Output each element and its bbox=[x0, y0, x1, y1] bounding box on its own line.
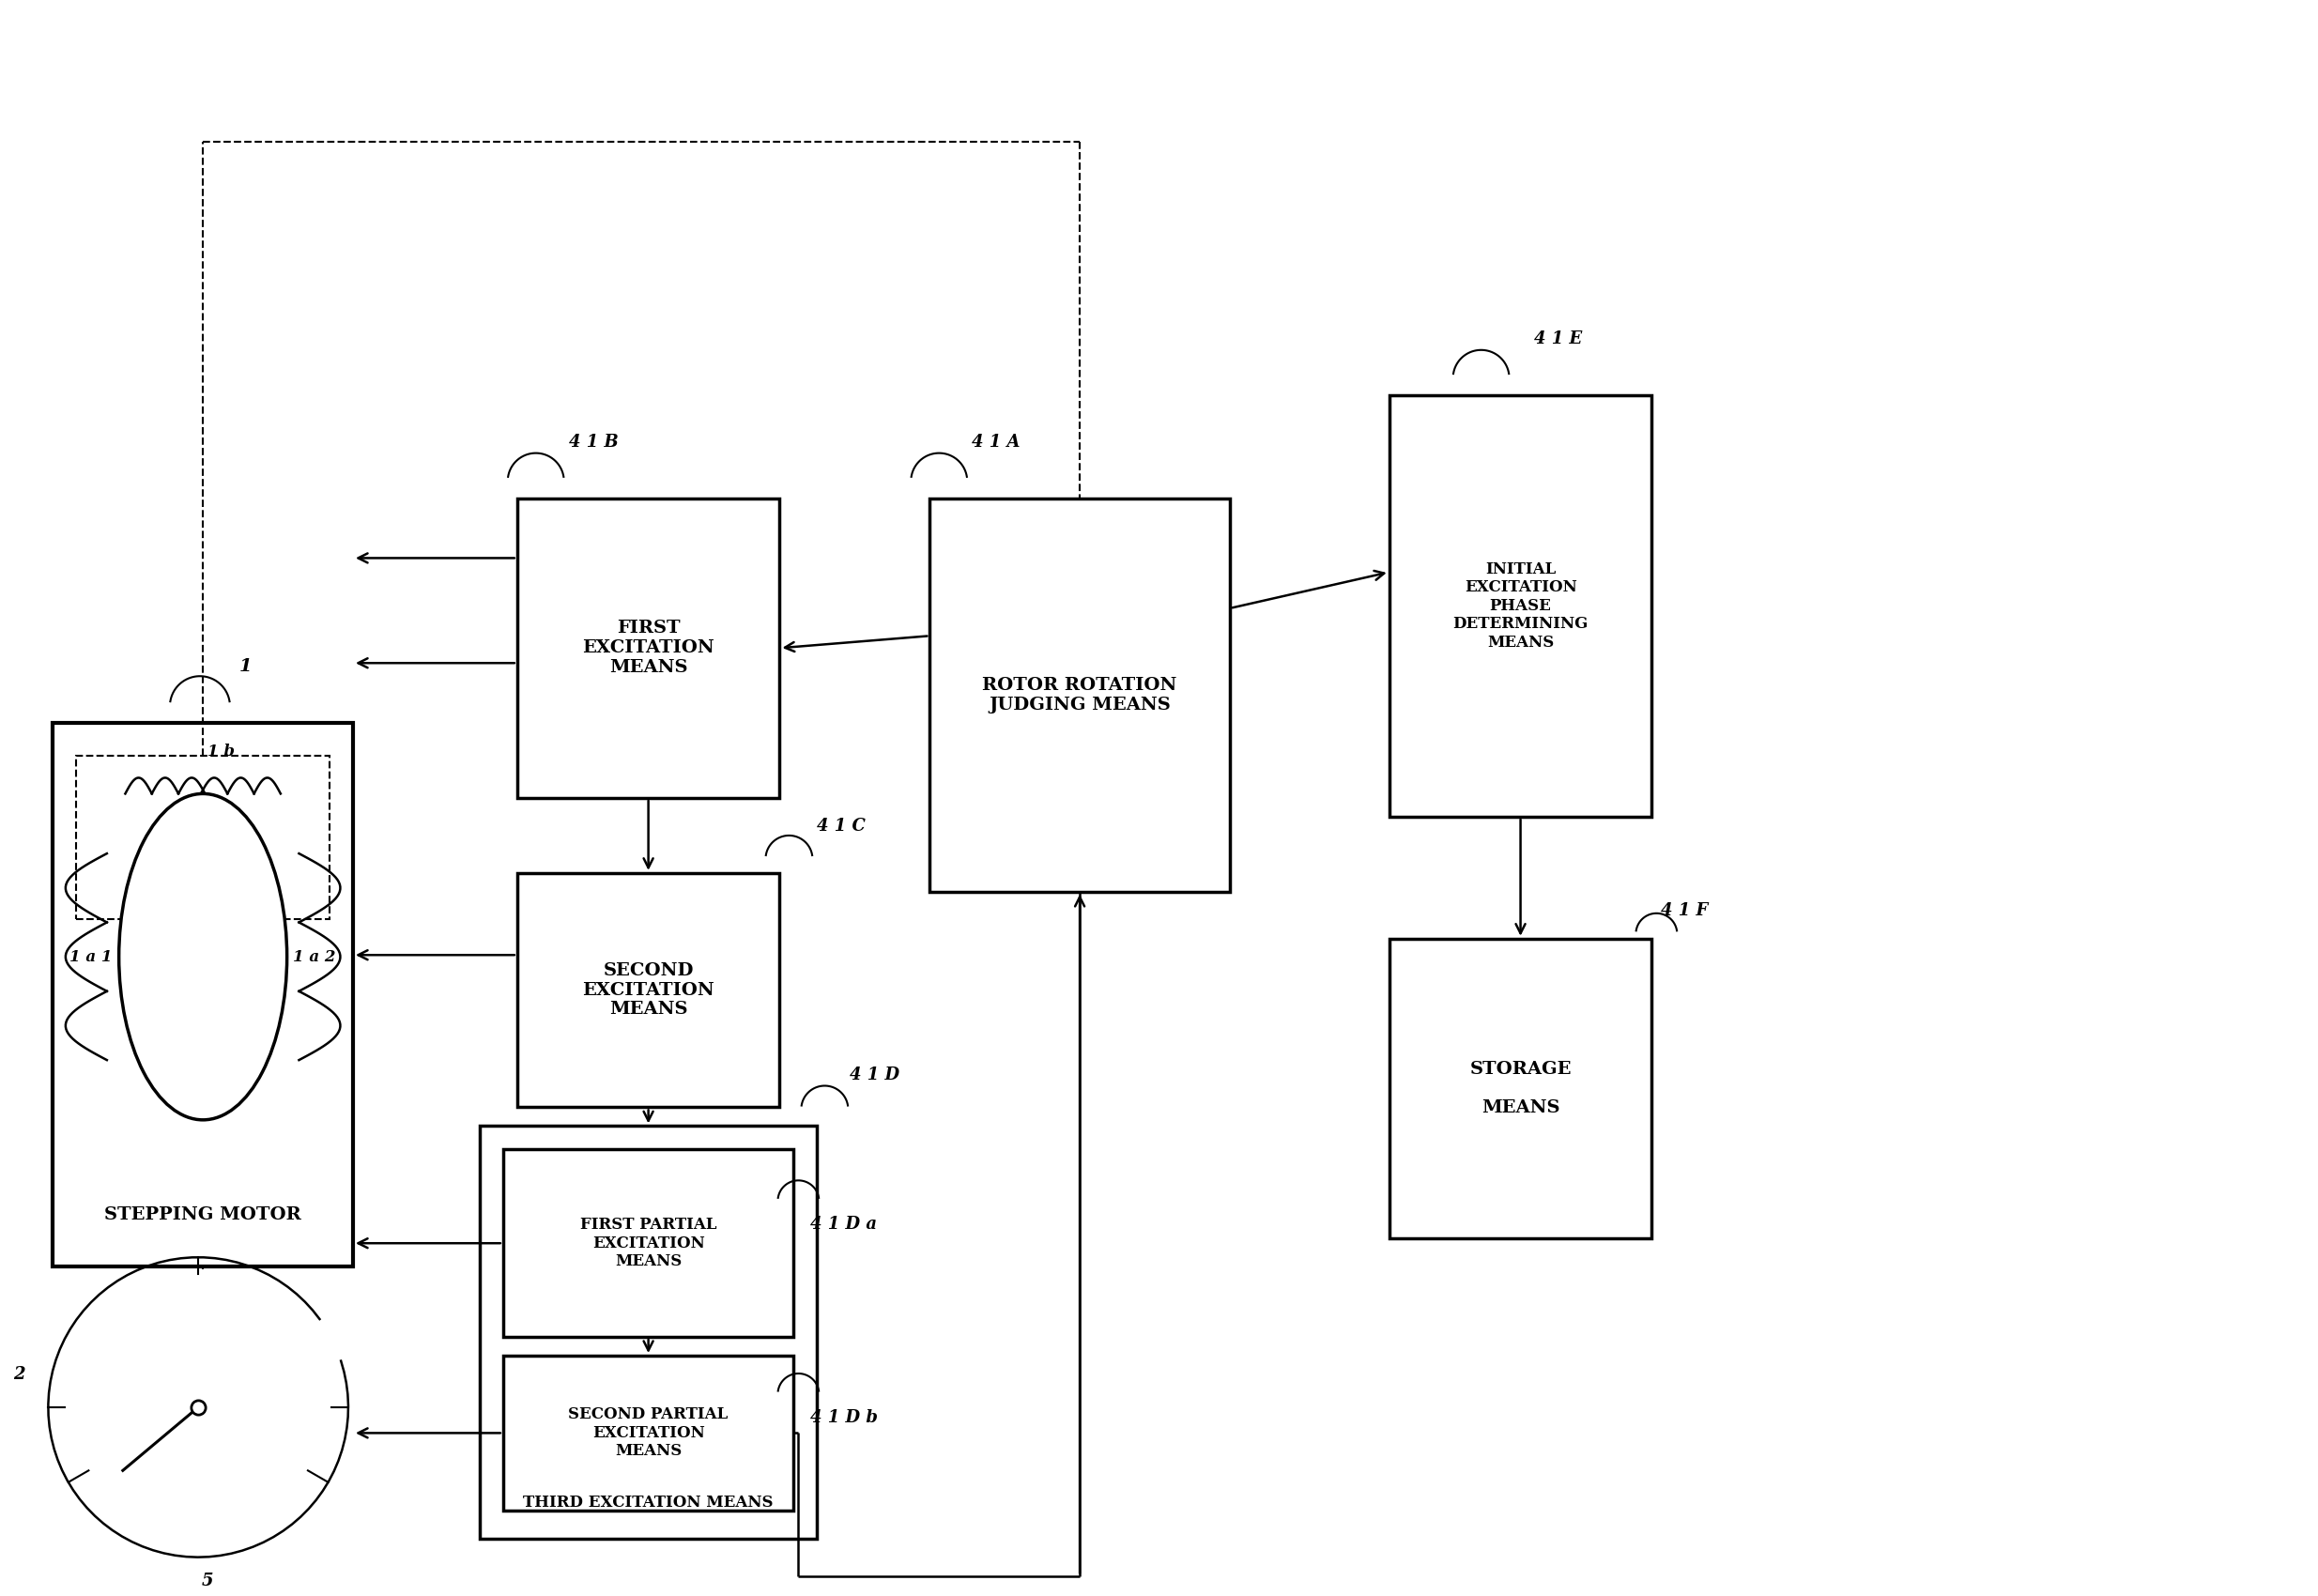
Text: STORAGE

MEANS: STORAGE MEANS bbox=[1470, 1061, 1572, 1117]
Text: SECOND PARTIAL
EXCITATION
MEANS: SECOND PARTIAL EXCITATION MEANS bbox=[568, 1406, 728, 1459]
Bar bbox=[503, 1355, 793, 1510]
Bar bbox=[1388, 938, 1653, 1238]
Bar bbox=[480, 1127, 818, 1539]
Bar bbox=[517, 873, 779, 1108]
Text: 4 1 B: 4 1 B bbox=[568, 434, 619, 450]
Text: 1 b: 1 b bbox=[209, 744, 234, 760]
Bar bbox=[930, 498, 1231, 892]
Text: SECOND
EXCITATION
MEANS: SECOND EXCITATION MEANS bbox=[582, 962, 714, 1018]
Text: THIRD EXCITATION MEANS: THIRD EXCITATION MEANS bbox=[524, 1495, 774, 1511]
Bar bbox=[1388, 394, 1653, 817]
Text: INITIAL
EXCITATION
PHASE
DETERMINING
MEANS: INITIAL EXCITATION PHASE DETERMINING MEA… bbox=[1453, 562, 1588, 651]
Text: 1 a 1: 1 a 1 bbox=[70, 948, 114, 964]
Bar bbox=[517, 498, 779, 798]
Text: 4 1 F: 4 1 F bbox=[1662, 902, 1708, 919]
Text: 5: 5 bbox=[202, 1572, 213, 1590]
Ellipse shape bbox=[118, 793, 287, 1120]
Bar bbox=[53, 723, 352, 1267]
Bar bbox=[503, 1149, 793, 1337]
Text: 4 1 E: 4 1 E bbox=[1535, 330, 1581, 348]
Text: STEPPING MOTOR: STEPPING MOTOR bbox=[104, 1207, 301, 1224]
Text: 4 1 D a: 4 1 D a bbox=[811, 1216, 876, 1234]
Text: 1 a 2: 1 a 2 bbox=[294, 948, 336, 964]
Text: 4 1 D b: 4 1 D b bbox=[811, 1409, 879, 1425]
Bar bbox=[76, 755, 329, 919]
Text: 2: 2 bbox=[14, 1366, 25, 1382]
Text: FIRST
EXCITATION
MEANS: FIRST EXCITATION MEANS bbox=[582, 621, 714, 677]
Text: 1: 1 bbox=[239, 658, 253, 675]
Text: FIRST PARTIAL
EXCITATION
MEANS: FIRST PARTIAL EXCITATION MEANS bbox=[580, 1216, 716, 1269]
Text: 4 1 D: 4 1 D bbox=[851, 1066, 899, 1084]
Text: 4 1 A: 4 1 A bbox=[971, 434, 1020, 450]
Text: 4 1 C: 4 1 C bbox=[818, 817, 867, 835]
Text: ROTOR ROTATION
JUDGING MEANS: ROTOR ROTATION JUDGING MEANS bbox=[983, 677, 1178, 713]
